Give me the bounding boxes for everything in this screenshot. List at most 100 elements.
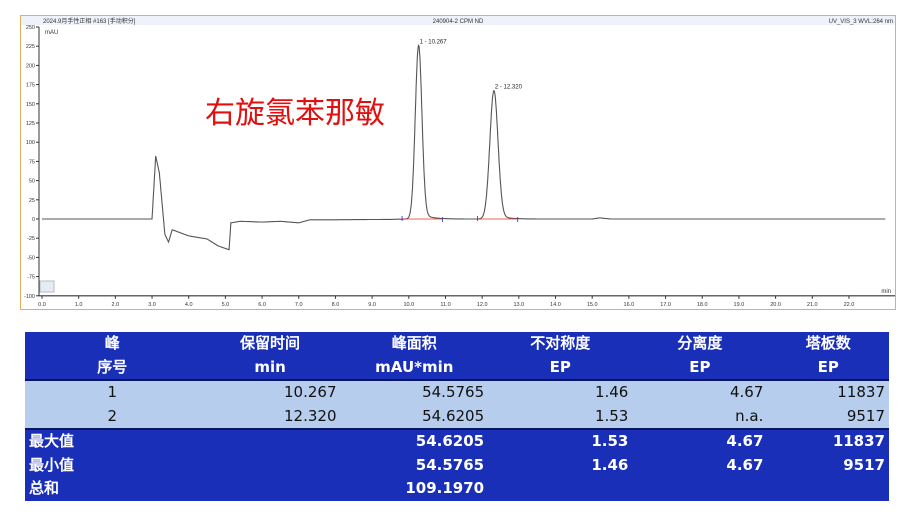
table-cell: 10.267 bbox=[199, 379, 341, 405]
table-cell: 序号 bbox=[25, 355, 200, 380]
x-tick-label: 16.0 bbox=[624, 302, 635, 308]
y-tick-label: -75 bbox=[27, 275, 35, 281]
y-tick-label: -25 bbox=[27, 236, 35, 242]
table-cell: 109.1970 bbox=[340, 477, 489, 501]
table-row: 1 10.267 54.5765 1.46 4.67 11837 bbox=[25, 379, 889, 405]
table-cell: 1.46 bbox=[488, 453, 633, 477]
x-tick-label: 18.0 bbox=[697, 302, 708, 308]
peak-label: 2 - 12.320 bbox=[495, 85, 523, 91]
x-tick-label: 17.0 bbox=[660, 302, 671, 308]
table-cell: 峰 bbox=[25, 332, 200, 356]
y-tick-label: 200 bbox=[26, 63, 35, 69]
y-axis-label: mAU bbox=[45, 30, 58, 36]
y-tick-label: 225 bbox=[26, 44, 35, 50]
x-tick-label: 15.0 bbox=[587, 302, 598, 308]
y-tick-label: 150 bbox=[26, 102, 35, 108]
table-cell: 最小值 bbox=[25, 453, 200, 477]
table-cell bbox=[632, 477, 768, 501]
table-cell: 4.67 bbox=[632, 428, 768, 454]
table-row: 2 12.320 54.6205 1.53 n.a. 9517 bbox=[25, 404, 889, 429]
table-cell: 1 bbox=[25, 379, 200, 405]
table-cell: 54.6205 bbox=[340, 404, 489, 429]
table-cell: 11837 bbox=[767, 379, 889, 405]
x-tick-label: 8.0 bbox=[332, 302, 340, 308]
chart-header-center: 240904-2 CPM ND bbox=[433, 19, 484, 25]
chromatogram: 2024.9月手性正相 #163 [手动积分] 240904-2 CPM ND UV… bbox=[20, 15, 896, 310]
table-cell bbox=[199, 453, 341, 477]
x-tick-label: 7.0 bbox=[295, 302, 303, 308]
x-tick-label: 9.0 bbox=[368, 302, 376, 308]
chromatogram-svg: 2024.9月手性正相 #163 [手动积分] 240904-2 CPM ND UV… bbox=[21, 16, 895, 308]
y-tick-label: 100 bbox=[26, 140, 35, 146]
y-tick-label: 50 bbox=[29, 179, 35, 185]
y-tick-label: -100 bbox=[24, 294, 35, 300]
table-cell: 9517 bbox=[767, 453, 889, 477]
table-cell bbox=[199, 428, 341, 454]
chromatogram-trace bbox=[42, 44, 886, 251]
chart-header-left: 2024.9月手性正相 #163 [手动积分] bbox=[43, 17, 136, 25]
x-tick-label: 20.0 bbox=[770, 302, 781, 308]
table-cell: 保留时间 bbox=[199, 332, 341, 356]
header-row-2: 序号 min mAU*min EP EP EP bbox=[25, 355, 889, 380]
table-cell: 2 bbox=[25, 404, 200, 429]
table-cell: EP bbox=[488, 355, 633, 380]
x-tick-label: 14.0 bbox=[550, 302, 561, 308]
x-tick-label: 21.0 bbox=[807, 302, 818, 308]
summary-row: 最大值 54.6205 1.53 4.67 11837 bbox=[25, 428, 889, 454]
y-tick-label: 25 bbox=[29, 198, 35, 204]
table-cell: 54.6205 bbox=[340, 428, 489, 454]
table-cell: 54.5765 bbox=[340, 453, 489, 477]
table-cell bbox=[199, 477, 341, 501]
table-cell: 不对称度 bbox=[488, 332, 633, 356]
zoom-handle bbox=[39, 280, 55, 293]
table-cell bbox=[767, 477, 889, 501]
peak-table: 峰保留时间 峰面积 不对称度 分离度 塔板数 序号 min mAU*min EP EP EP 1 10.… bbox=[25, 332, 889, 501]
table-cell: 塔板数 bbox=[767, 332, 889, 356]
table-cell: 9517 bbox=[767, 404, 889, 429]
x-tick-label: 5.0 bbox=[222, 302, 230, 308]
x-tick-label: 19.0 bbox=[734, 302, 745, 308]
table-cell: 1.53 bbox=[488, 428, 633, 454]
table-cell: min bbox=[199, 355, 341, 380]
table-cell: 4.67 bbox=[632, 379, 768, 405]
table-cell: 分离度 bbox=[632, 332, 768, 356]
table-cell: 12.320 bbox=[199, 404, 341, 429]
y-tick-label: 250 bbox=[26, 25, 35, 31]
chart-header-bar bbox=[21, 16, 895, 25]
y-tick-label: 75 bbox=[29, 159, 35, 165]
y-tick-label: 175 bbox=[26, 83, 35, 89]
chart-header-right: UV_VIS_3 WVL:264 nm bbox=[829, 19, 893, 25]
summary-row: 总和 109.1970 bbox=[25, 477, 889, 501]
compound-title: 右旋氯苯那敏 bbox=[205, 96, 385, 131]
x-tick-label: 3.0 bbox=[148, 302, 156, 308]
x-tick-label: 11.0 bbox=[440, 302, 450, 308]
x-tick-label: 0.0 bbox=[38, 302, 46, 308]
table-cell: 1.53 bbox=[488, 404, 633, 429]
peak-label: 1 - 10.267 bbox=[420, 39, 448, 45]
table-cell: 总和 bbox=[25, 477, 200, 501]
header-row-1: 峰保留时间 峰面积 不对称度 分离度 塔板数 bbox=[25, 332, 889, 356]
summary-row: 最小值 54.5765 1.46 4.67 9517 bbox=[25, 453, 889, 477]
table-cell: 最大值 bbox=[25, 428, 200, 454]
x-axis-label: min bbox=[881, 289, 891, 295]
table-cell: 54.5765 bbox=[340, 379, 489, 405]
x-tick-label: 1.0 bbox=[75, 302, 83, 308]
x-tick-label: 12.0 bbox=[477, 302, 488, 308]
table-cell bbox=[488, 477, 633, 501]
x-tick-label: 13.0 bbox=[513, 302, 524, 308]
x-tick-label: 22.0 bbox=[844, 302, 855, 308]
x-tick-label: 6.0 bbox=[258, 302, 266, 308]
table-cell: mAU*min bbox=[340, 355, 489, 380]
x-tick-label: 4.0 bbox=[185, 302, 193, 308]
y-tick-label: 125 bbox=[26, 121, 35, 127]
table-cell: n.a. bbox=[632, 404, 768, 429]
table-cell: 1.46 bbox=[488, 379, 633, 405]
x-tick-label: 2.0 bbox=[112, 302, 120, 308]
table-cell: 11837 bbox=[767, 428, 889, 454]
y-tick-label: 0 bbox=[32, 217, 35, 223]
table-cell: 4.67 bbox=[632, 453, 768, 477]
x-tick-label: 10.0 bbox=[403, 302, 414, 308]
y-tick-label: -50 bbox=[27, 255, 35, 261]
table-cell: EP bbox=[767, 355, 889, 380]
table-cell: 峰面积 bbox=[340, 332, 489, 356]
